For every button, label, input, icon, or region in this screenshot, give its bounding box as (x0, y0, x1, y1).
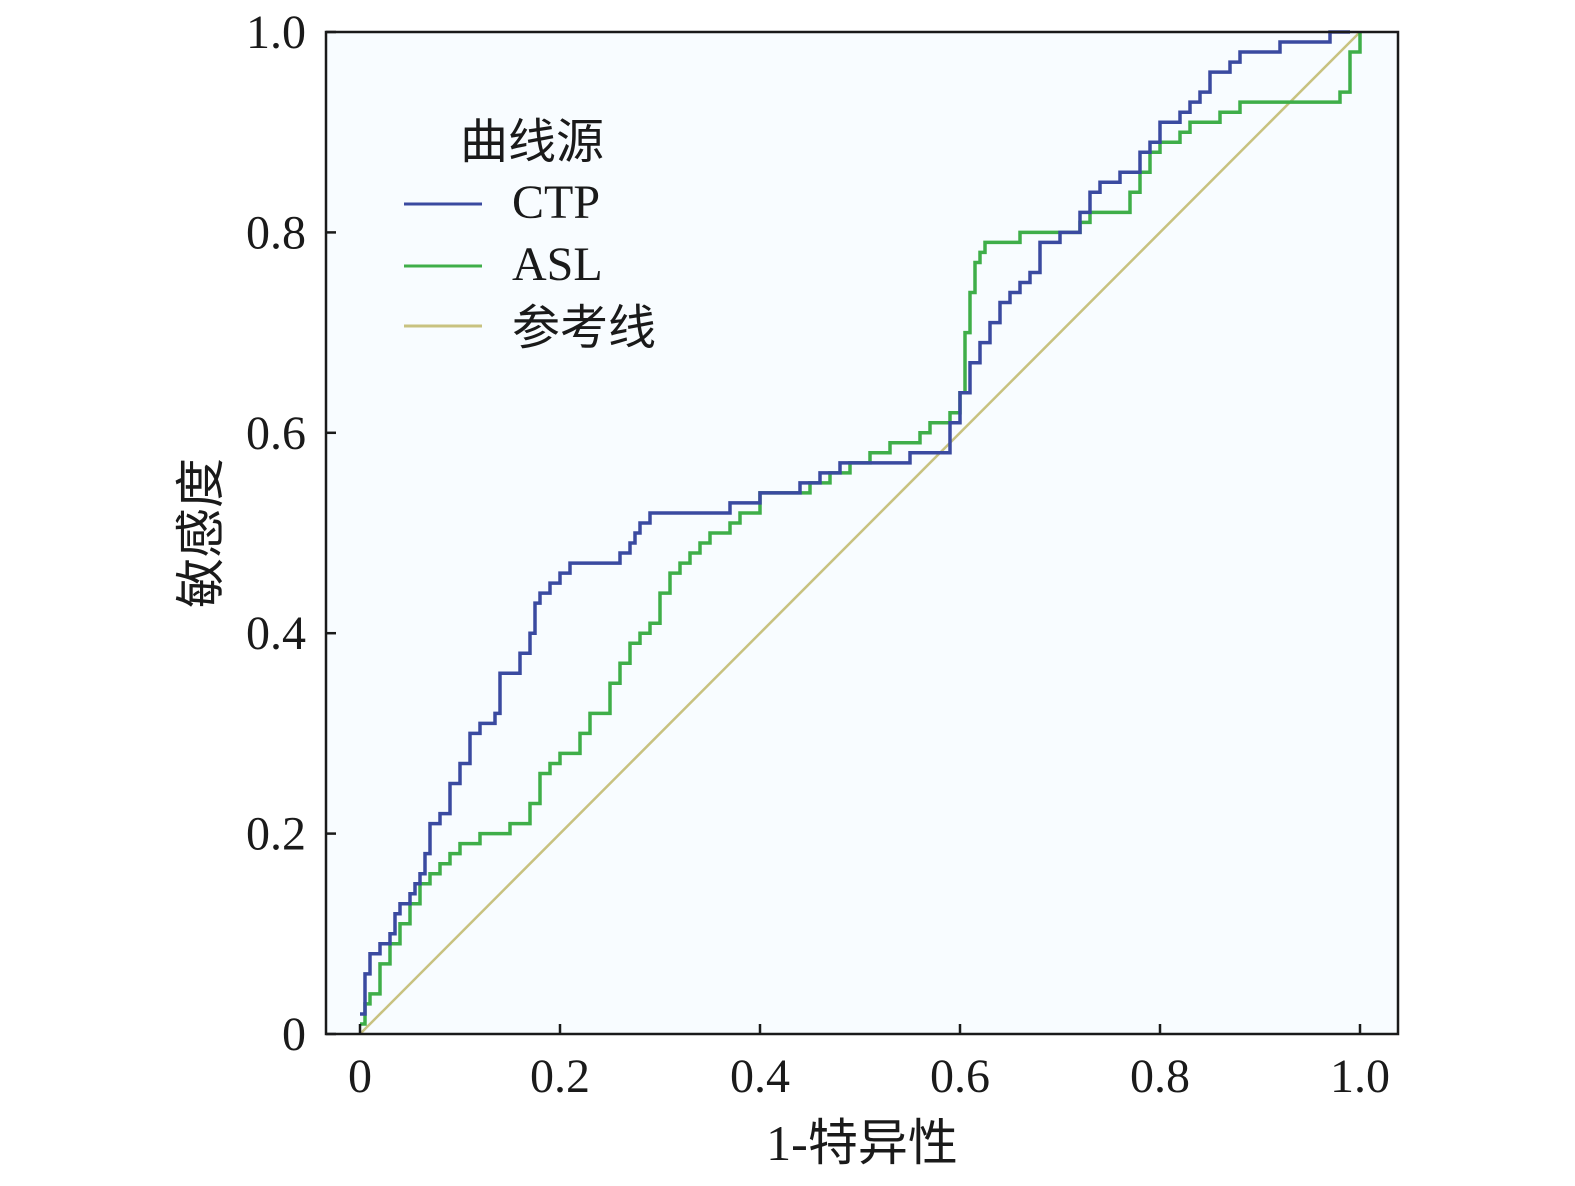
y-tick-label: 0.4 (246, 607, 306, 660)
x-tick-label: 0.2 (530, 1050, 590, 1103)
series-line-asl (360, 32, 1362, 1026)
legend-label-reference: 参考线 (512, 302, 656, 355)
plot-area (326, 32, 1398, 1034)
x-tick-label: 0.4 (730, 1050, 790, 1103)
legend-title: 曲线源 (460, 116, 604, 169)
legend-label-asl: ASL (512, 238, 603, 291)
y-tick-label: 0.6 (246, 407, 306, 460)
x-tick-label: 0.8 (1130, 1050, 1190, 1103)
series-layer (359, 30, 1362, 1035)
x-axis-ticks: 0 0.2 0.4 0.6 0.8 1.0 (348, 1024, 1390, 1103)
x-tick-label: 1.0 (1330, 1050, 1390, 1103)
plot-frame (324, 30, 1400, 1036)
legend: 曲线源 CTP ASL 参考线 (404, 116, 656, 355)
y-tick-label: 0 (282, 1008, 306, 1061)
y-tick-label: 0.8 (246, 206, 306, 259)
y-axis-title: 敏感度 (173, 458, 229, 608)
series-line-ctp (360, 30, 1350, 1016)
y-tick-label: 0.2 (246, 808, 306, 861)
series-line-reference (359, 31, 1361, 1035)
x-tick-label: 0.6 (930, 1050, 990, 1103)
y-axis-ticks: 0 0.2 0.4 0.6 0.8 1.0 (246, 6, 336, 1061)
y-tick-label: 1.0 (246, 6, 306, 59)
legend-label-ctp: CTP (512, 176, 600, 229)
x-tick-label: 0 (348, 1050, 372, 1103)
x-axis-title: 1-特异性 (766, 1115, 958, 1171)
